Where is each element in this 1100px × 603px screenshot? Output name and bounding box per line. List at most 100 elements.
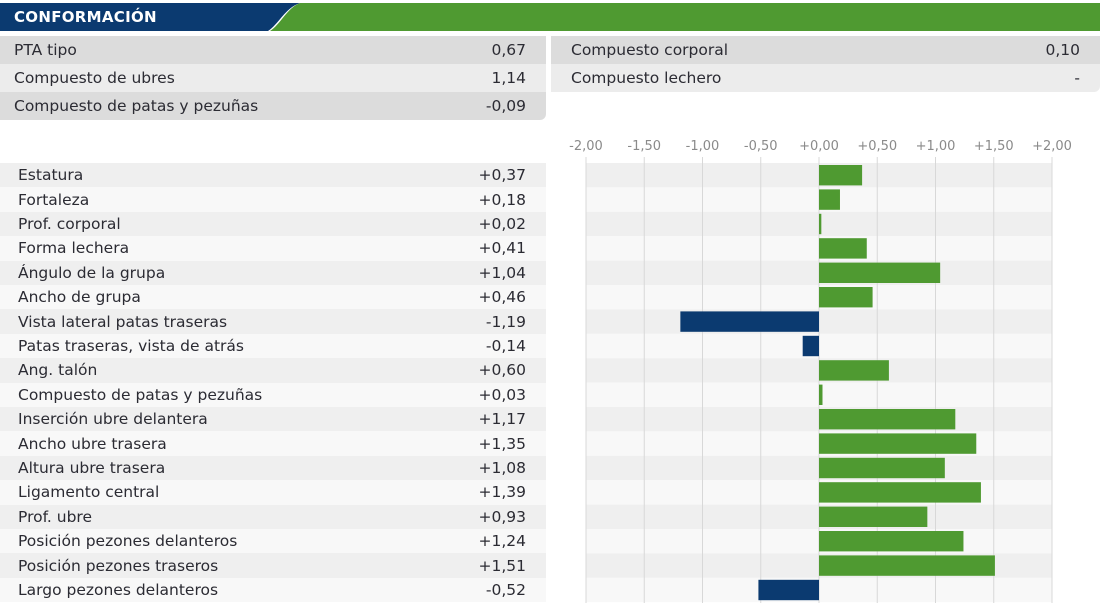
summary-label: Compuesto de patas y pezuñas [14,97,259,115]
x-tick-label: +1,00 [916,139,956,154]
trait-value: -1,19 [485,312,526,331]
bar [819,287,873,308]
trait-row: Posición pezones delanteros +1,24 [0,529,546,554]
x-tick-label: +0,50 [857,139,897,154]
trait-value: -0,52 [485,580,526,599]
x-tick-label: -2,00 [569,139,603,154]
summary-row: PTA tipo 0,67 [0,36,546,64]
trait-label: Ancho de grupa [18,288,141,307]
trait-value: +1,24 [478,532,527,551]
x-tick-label: -1,00 [686,139,720,154]
summary-value: 0,10 [1045,41,1080,59]
summary-label: Compuesto de ubres [14,69,175,87]
trait-label: Ang. talón [18,361,98,380]
summary-label: Compuesto corporal [571,41,729,59]
trait-value: +0,93 [478,507,527,526]
x-tick-label: -1,50 [627,139,661,154]
trait-label: Largo pezones delanteros [18,580,219,599]
trait-label: Compuesto de patas y pezuñas [18,385,263,404]
header-banner [0,3,1100,31]
bar [819,360,889,381]
trait-row: Ligamento central +1,39 [0,480,546,505]
summary-label: PTA tipo [14,41,77,59]
bar [802,335,819,357]
trait-label: Posición pezones traseros [18,556,219,575]
trait-row: Compuesto de patas y pezuñas +0,03 [0,382,546,407]
summary-row: Compuesto de patas y pezuñas -0,09 [0,92,546,120]
trait-row: Inserción ubre delantera +1,17 [0,407,546,432]
section-header: CONFORMACIÓN [0,3,1100,31]
trait-label: Prof. ubre [18,507,93,526]
trait-row: Prof. corporal +0,02 [0,211,546,237]
x-tick-label: +2,00 [1032,139,1072,154]
summary-row: Compuesto de ubres 1,14 [0,64,546,92]
bar [819,384,823,405]
bar [819,506,928,527]
summary-value: - [1074,69,1080,87]
x-tick-label: -0,50 [744,139,778,154]
trait-row: Fortaleza +0,18 [0,187,546,212]
trait-row: Ancho ubre trasera +1,35 [0,431,546,456]
trait-label: Ligamento central [18,483,160,502]
x-tick-label: +0,00 [799,139,839,154]
trait-label: Ángulo de la grupa [18,263,166,282]
trait-value: +0,37 [478,166,527,185]
trait-value: +1,17 [478,410,527,429]
trait-value: +0,03 [478,385,527,404]
trait-value: +0,18 [478,190,527,209]
trait-row: Prof. ubre +0,93 [0,504,546,529]
summary-value: 1,14 [491,69,526,87]
trait-label: Altura ubre trasera [18,458,166,477]
trait-label: Inserción ubre delantera [18,410,208,429]
trait-value: +1,39 [478,483,527,502]
trait-row: Altura ubre trasera +1,08 [0,455,546,481]
trait-label: Posición pezones delanteros [18,532,238,551]
bar [819,238,867,259]
bar [819,457,945,479]
trait-row: Ángulo de la grupa +1,04 [0,260,546,285]
bar [819,433,977,454]
trait-label: Ancho ubre trasera [18,434,167,453]
trait-value: +0,41 [478,239,527,258]
summary-value: 0,67 [491,41,526,59]
trait-row: Forma lechera +0,41 [0,236,546,261]
trait-row: Estatura +0,37 [0,163,546,188]
bar [819,165,863,186]
trait-value: +1,35 [478,434,527,453]
bar [819,555,995,576]
bar [819,189,840,210]
bar [819,482,981,503]
trait-value: +1,51 [478,556,527,575]
trait-label: Fortaleza [18,190,90,209]
summary-label: Compuesto lechero [571,69,722,87]
bar [758,579,819,601]
x-tick-label: +1,50 [974,139,1014,154]
summary-right: Compuesto corporal 0,10 Compuesto lechero… [551,36,1100,92]
bar [819,531,964,552]
summary-row: Compuesto lechero - [551,64,1100,92]
summary-row: Compuesto corporal 0,10 [551,36,1100,64]
trait-value: +0,60 [478,361,527,380]
trait-value: +1,04 [478,263,527,282]
trait-value: +1,08 [478,458,527,477]
trait-label: Forma lechera [18,239,130,258]
trait-label: Estatura [18,166,84,185]
trait-row: Ancho de grupa +0,46 [0,285,546,310]
trait-label: Vista lateral patas traseras [18,312,228,331]
bar [680,311,819,332]
trait-label: Prof. corporal [18,214,121,233]
section-title: CONFORMACIÓN [14,8,157,26]
summary-value: -0,09 [485,97,526,115]
bar [819,409,956,430]
trait-value: -0,14 [485,336,526,355]
trait-row: Patas traseras, vista de atrás -0,14 [0,333,546,359]
trait-row: Vista lateral patas traseras -1,19 [0,309,546,334]
trait-value: +0,02 [478,214,527,233]
bar [819,262,941,283]
summary-left: PTA tipo 0,67 Compuesto de ubres 1,14 Comp… [0,36,546,120]
trait-row: Largo pezones delanteros -0,52 [0,577,546,603]
bar [819,213,822,235]
trait-row: Posición pezones traseros +1,51 [0,553,546,578]
trait-label: Patas traseras, vista de atrás [18,336,244,355]
